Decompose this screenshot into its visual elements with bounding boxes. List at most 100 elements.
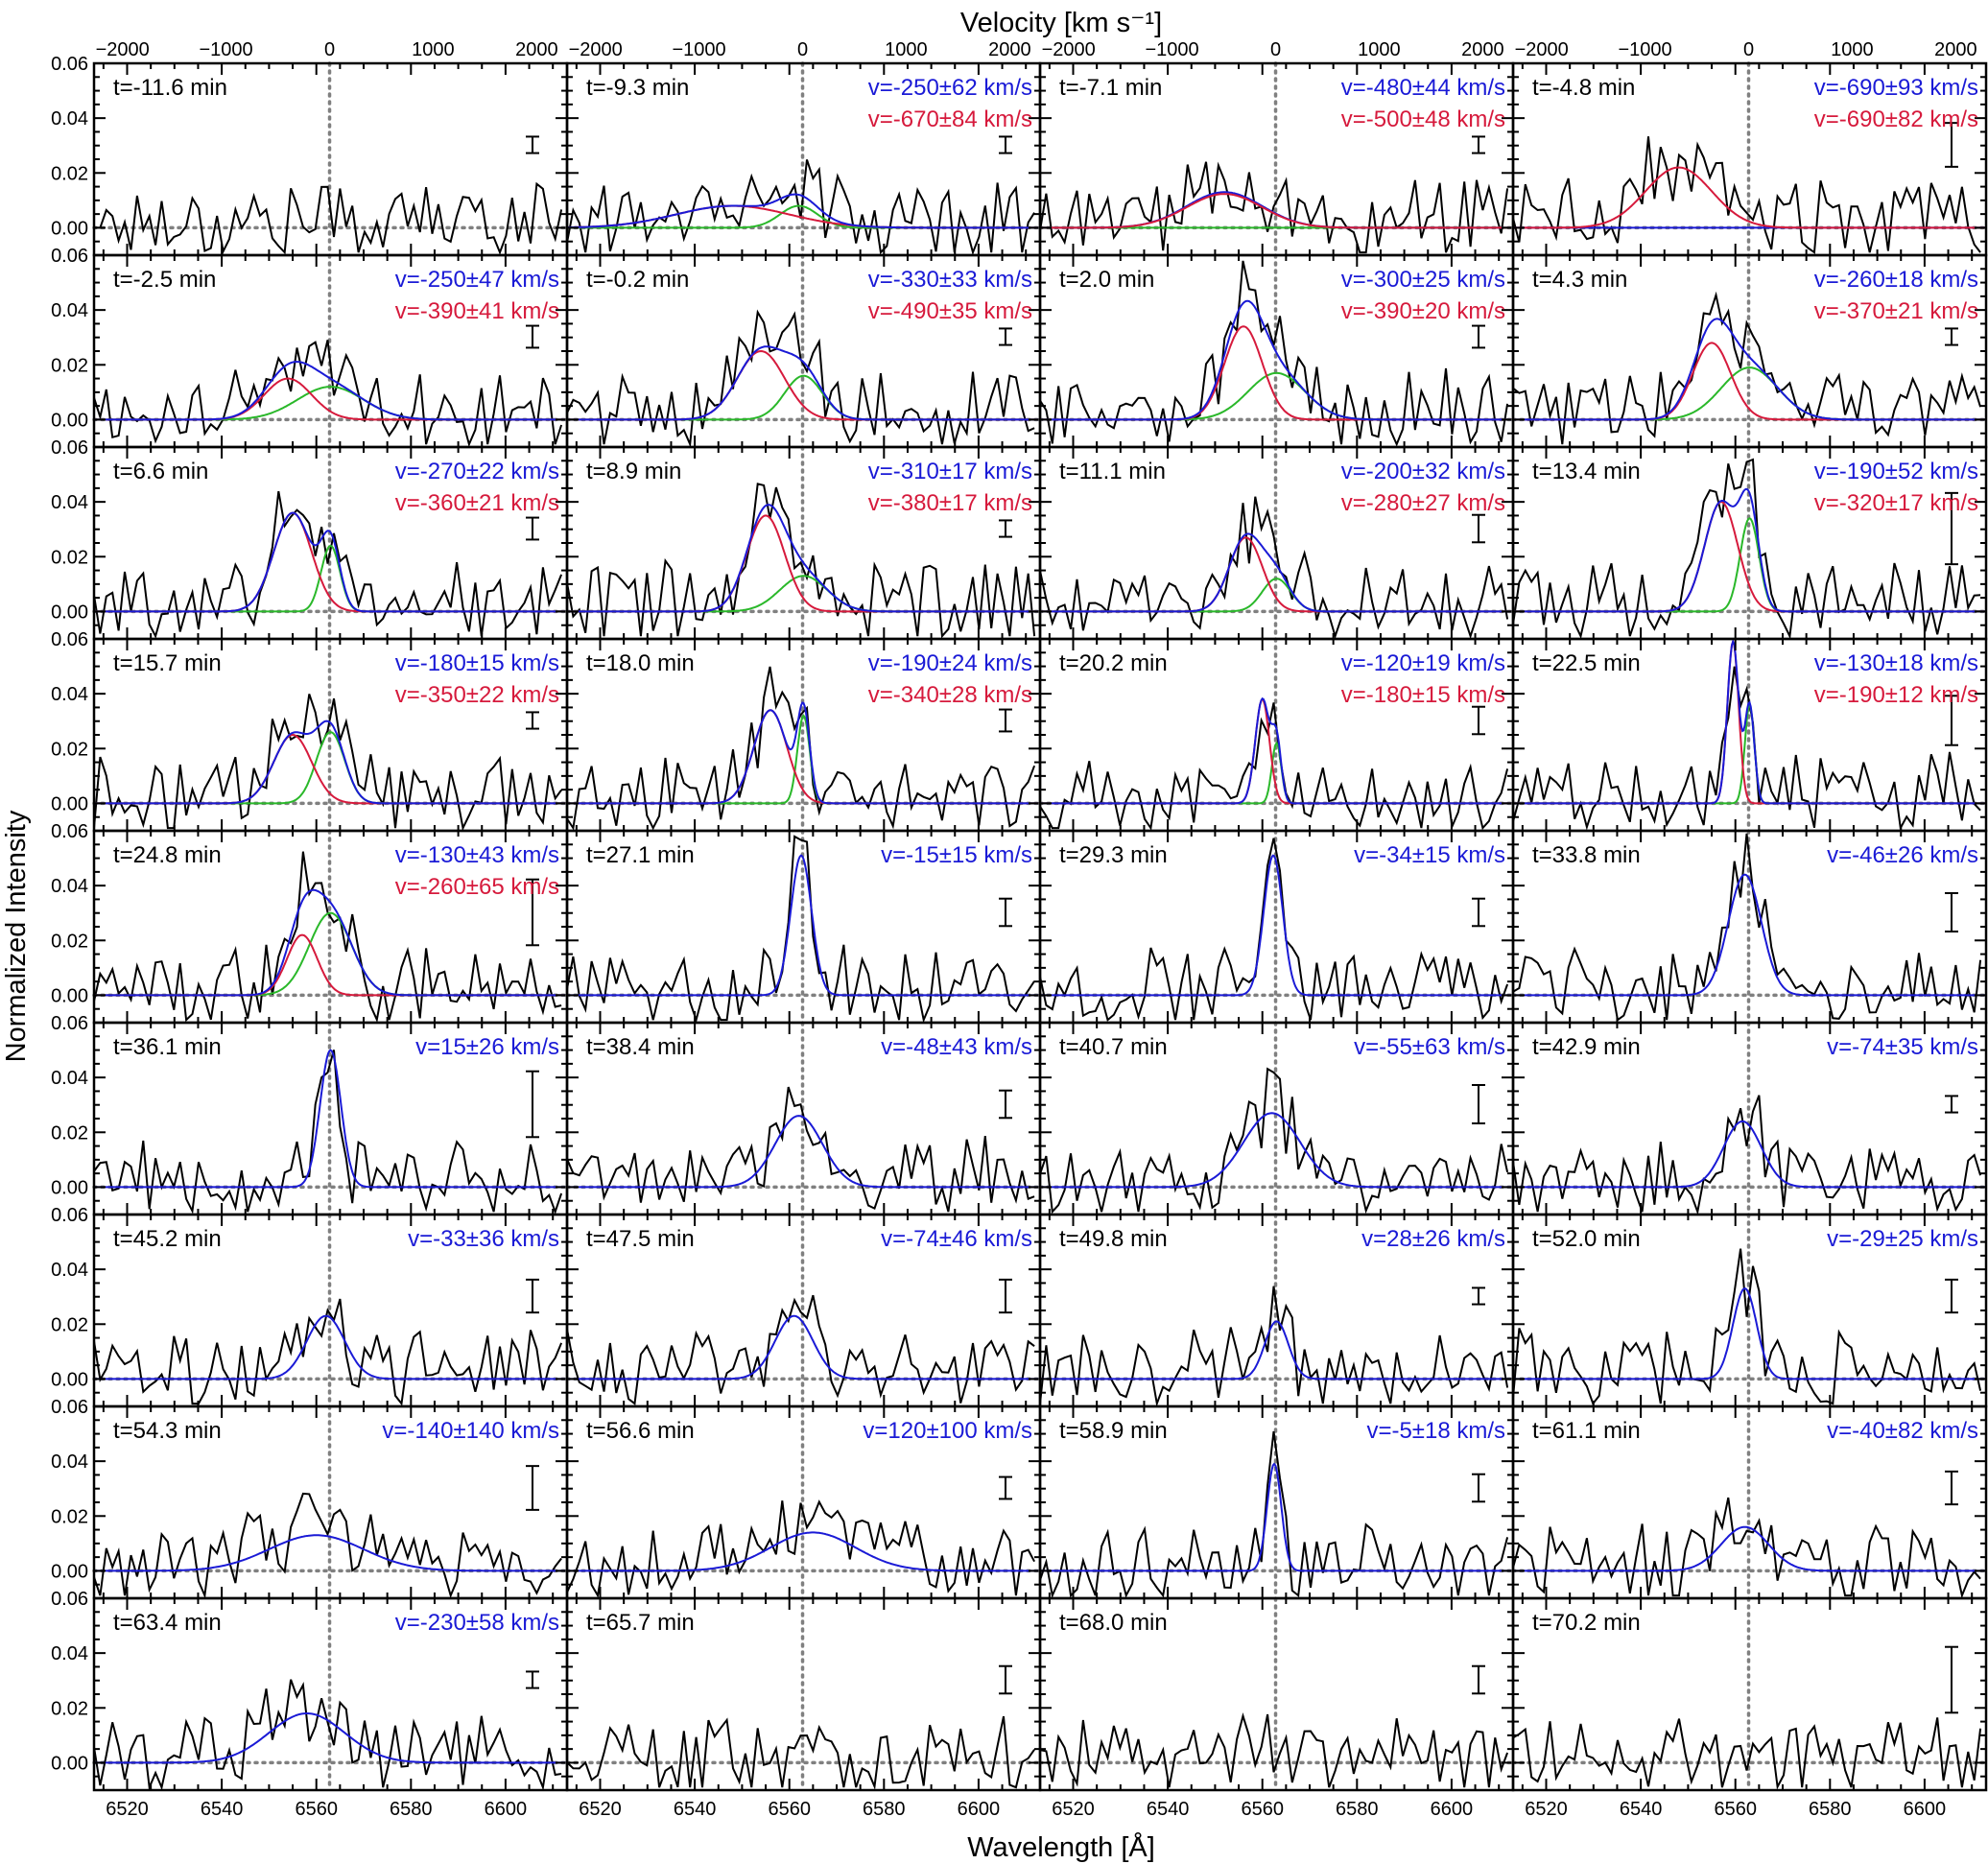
y-tick-label: 0.02 (51, 1698, 88, 1719)
velocity-label-component: v=-500±48 km/s (1341, 106, 1505, 132)
x-tick-label: 6520 (1052, 1799, 1095, 1820)
spectrum-line (1512, 1095, 1982, 1215)
y-tick-label: 0.06 (51, 1589, 88, 1610)
panel-21: t=36.1 min v=15±26 km/s 0.00 0.02 0.04 0.06 (51, 1013, 569, 1216)
velocity-label-component: v=-670±84 km/s (868, 106, 1032, 132)
spectrum-line (1039, 1067, 1509, 1215)
total-fit (94, 720, 567, 805)
velocity-label: v=-250±62 km/s (868, 75, 1032, 101)
spectrum-line (566, 1294, 1035, 1405)
y-tick-label: 0.02 (51, 1122, 88, 1144)
spectrum-line (1039, 1712, 1509, 1788)
total-fit (567, 1314, 1040, 1380)
y-tick-label: 0.04 (51, 684, 88, 705)
spectrum-line (93, 851, 562, 1024)
time-label: t=58.9 min (1059, 1418, 1168, 1444)
velocity-tick-label: 1000 (1358, 39, 1401, 60)
panel-16: t=22.5 min v=-130±18 km/s v=-190±12 km/s (1511, 637, 1988, 833)
y-tick-label: 0.06 (51, 1205, 88, 1226)
panel-27: t=49.8 min v=28±26 km/s (1038, 1213, 1515, 1408)
time-label: t=11.1 min (1059, 459, 1166, 484)
total-fit (1513, 1525, 1986, 1572)
velocity-label: v=-5±18 km/s (1366, 1418, 1505, 1444)
panel-23: t=40.7 min v=-55±63 km/s (1038, 1021, 1515, 1216)
x-tick-label: 6600 (485, 1799, 528, 1820)
velocity-label: v=-130±18 km/s (1814, 650, 1978, 676)
spectrum-line (1512, 1497, 1981, 1599)
velocity-label: v=-690±93 km/s (1814, 75, 1978, 101)
velocity-label-component: v=-380±17 km/s (868, 490, 1032, 516)
spectrum-line (1512, 458, 1981, 640)
panel-4: t=-4.8 min v=-690±93 km/s v=-690±82 km/s −2… (1511, 39, 1988, 257)
panel-19: t=29.3 min v=-34±15 km/s (1038, 829, 1515, 1025)
velocity-tick-label: 2000 (988, 39, 1031, 60)
spectrum-line (1512, 833, 1982, 1022)
y-tick-label: 0.04 (51, 1643, 88, 1664)
total-fit (94, 1534, 567, 1572)
x-tick-label: 6520 (579, 1799, 622, 1820)
y-tick-label: 0.00 (51, 1561, 88, 1582)
x-tick-label: 6540 (1620, 1799, 1663, 1820)
total-fit (94, 1314, 567, 1380)
time-label: t=56.6 min (586, 1418, 695, 1444)
spectrum-line (566, 309, 1035, 449)
velocity-label: v=-310±17 km/s (868, 459, 1032, 484)
spectrum-line (93, 181, 563, 255)
time-label: t=47.5 min (586, 1226, 695, 1252)
panel-8: t=4.3 min v=-260±18 km/s v=-370±21 km/s (1511, 253, 1988, 449)
y-tick-label: 0.02 (51, 739, 88, 760)
time-label: t=70.2 min (1532, 1610, 1641, 1636)
spectrum-line (1039, 702, 1509, 831)
x-tick-label: 6540 (1147, 1799, 1190, 1820)
velocity-label: v=-250±47 km/s (395, 267, 559, 293)
panel-11: t=11.1 min v=-200±32 km/s v=-280±27 km/s (1038, 445, 1515, 641)
velocity-label: v=-330±33 km/s (868, 267, 1032, 293)
total-fit (567, 1115, 1040, 1189)
panel-28: t=52.0 min v=-29±25 km/s (1511, 1213, 1988, 1408)
panel-25: t=45.2 min v=-33±36 km/s 0.00 0.02 0.04 0.06 (51, 1205, 569, 1408)
y-tick-label: 0.00 (51, 1177, 88, 1198)
x-tick-label: 6560 (1241, 1799, 1284, 1820)
panel-29: t=54.3 min v=-140±140 km/s 0.00 0.02 0.04 0.0… (51, 1397, 569, 1600)
spectrum-line (93, 1298, 563, 1406)
blueshifted-component-fit (1513, 166, 1986, 229)
panel-22: t=38.4 min v=-48±43 km/s (565, 1021, 1042, 1216)
x-tick-label: 6560 (768, 1799, 811, 1820)
velocity-label: v=120±100 km/s (863, 1418, 1032, 1444)
spectrum-line (1039, 496, 1509, 640)
velocity-tick-label: 0 (1743, 39, 1754, 60)
panel-12: t=13.4 min v=-190±52 km/s v=-320±17 km/s (1511, 445, 1988, 641)
y-tick-label: 0.06 (51, 629, 88, 650)
time-label: t=20.2 min (1059, 650, 1168, 676)
time-label: t=-9.3 min (586, 75, 689, 101)
total-fit (567, 701, 1040, 805)
spectrum-line (566, 1499, 1035, 1599)
x-tick-label: 6600 (1431, 1799, 1474, 1820)
velocity-label: v=28±26 km/s (1361, 1226, 1505, 1252)
total-fit (567, 345, 1040, 421)
total-fit (567, 1531, 1040, 1572)
y-tick-label: 0.00 (51, 1753, 88, 1774)
y-axis-label: Normalized Intensity (1, 810, 32, 1062)
time-label: t=8.9 min (586, 459, 681, 484)
velocity-tick-label: 2000 (1934, 39, 1977, 60)
velocity-tick-label: 0 (324, 39, 335, 60)
time-label: t=38.4 min (586, 1034, 695, 1060)
total-fit (1040, 696, 1513, 805)
y-tick-label: 0.02 (51, 163, 88, 184)
panel-9: t=6.6 min v=-270±22 km/s v=-360±21 km/s 0.0… (51, 437, 569, 641)
y-tick-label: 0.00 (51, 1369, 88, 1390)
spectrum-line (1039, 1286, 1509, 1407)
total-fit (94, 1712, 567, 1764)
x-tick-label: 6540 (674, 1799, 717, 1820)
time-label: t=52.0 min (1532, 1226, 1641, 1252)
time-label: t=33.8 min (1532, 842, 1641, 868)
y-tick-label: 0.02 (51, 1314, 88, 1335)
panel-6: t=-0.2 min v=-330±33 km/s v=-490±35 km/s (565, 253, 1042, 449)
velocity-label-component: v=-390±20 km/s (1341, 298, 1505, 324)
time-label: t=61.1 min (1532, 1418, 1641, 1444)
velocity-label: v=-260±18 km/s (1814, 267, 1978, 293)
time-label: t=4.3 min (1532, 267, 1627, 293)
total-fit (1513, 1120, 1986, 1189)
y-tick-label: 0.06 (51, 54, 88, 75)
